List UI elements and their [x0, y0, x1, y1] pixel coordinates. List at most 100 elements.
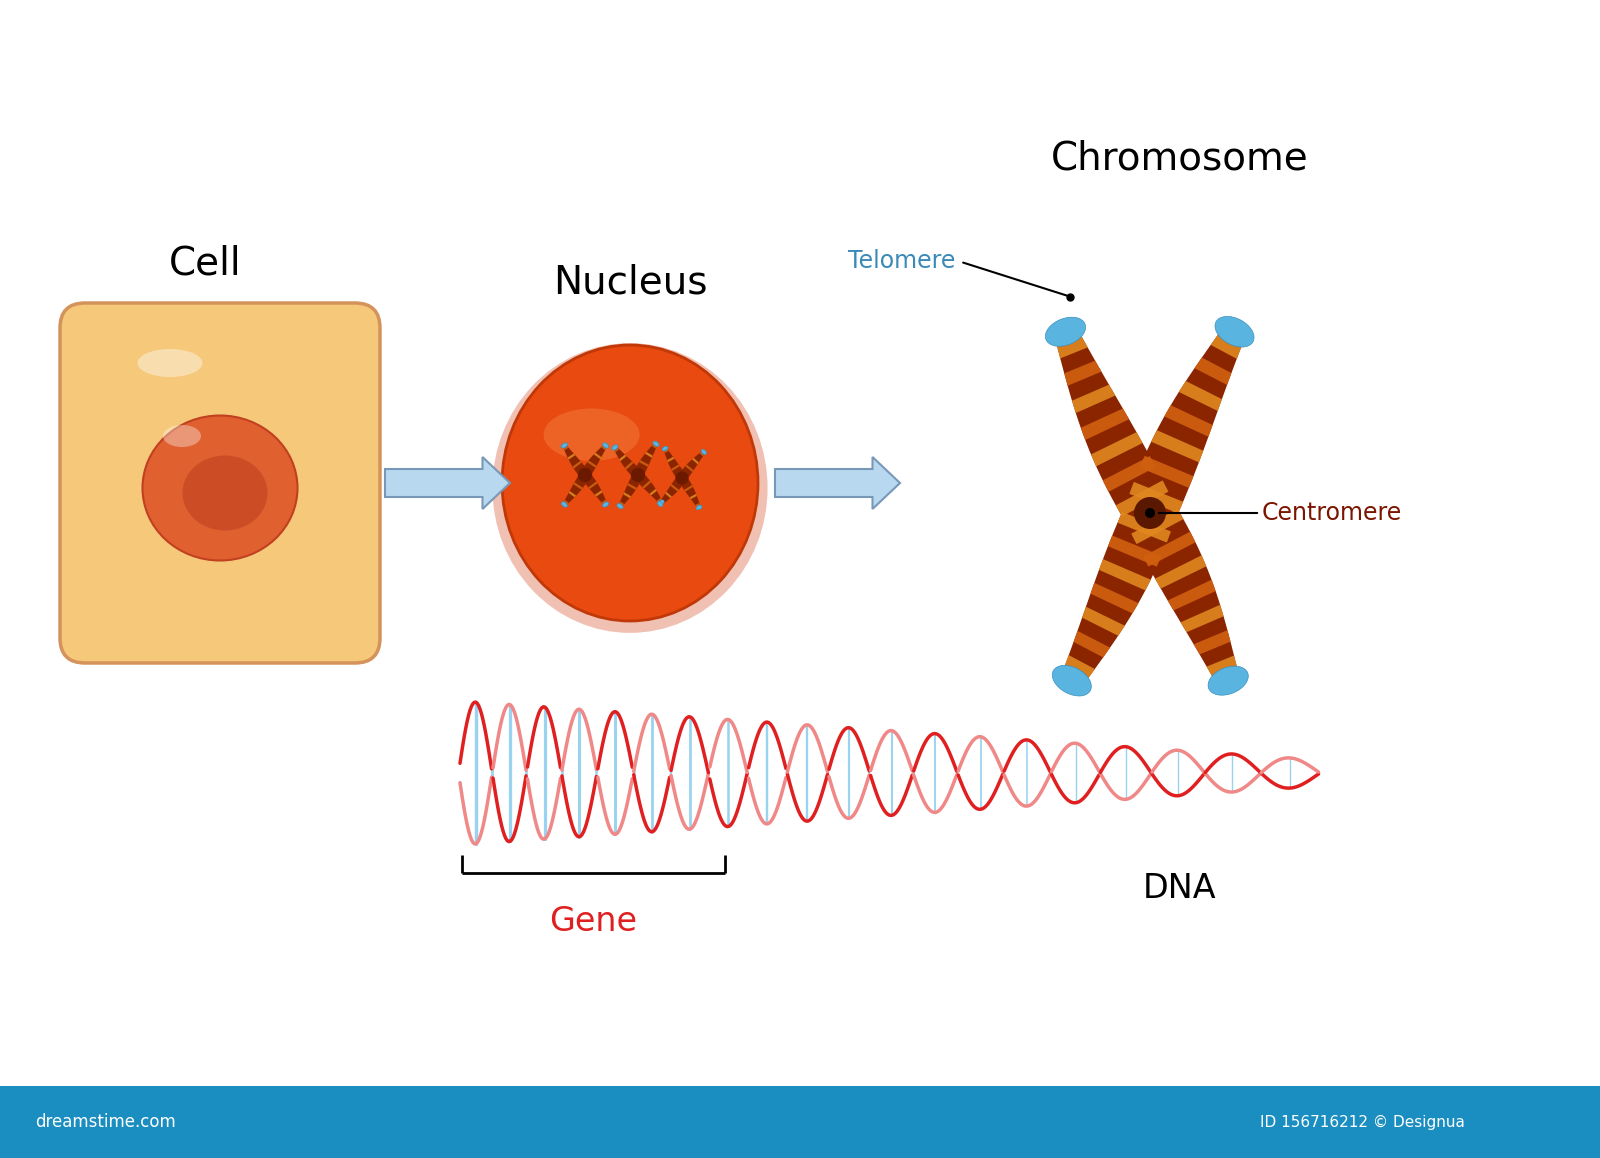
- Polygon shape: [618, 472, 643, 507]
- Ellipse shape: [1045, 317, 1085, 346]
- Polygon shape: [632, 469, 640, 477]
- Polygon shape: [573, 461, 582, 469]
- Polygon shape: [563, 500, 570, 505]
- Polygon shape: [635, 472, 645, 482]
- Polygon shape: [594, 453, 602, 459]
- Polygon shape: [595, 490, 602, 497]
- Ellipse shape: [696, 505, 702, 510]
- Text: Telomere: Telomere: [848, 249, 955, 273]
- Polygon shape: [614, 448, 619, 453]
- Polygon shape: [1126, 327, 1245, 522]
- Polygon shape: [1150, 430, 1203, 462]
- Ellipse shape: [618, 504, 622, 508]
- Ellipse shape: [653, 441, 659, 447]
- Polygon shape: [1099, 559, 1150, 591]
- Ellipse shape: [630, 468, 645, 482]
- Polygon shape: [638, 460, 648, 467]
- Ellipse shape: [611, 445, 618, 450]
- Ellipse shape: [163, 425, 202, 447]
- Polygon shape: [563, 446, 568, 450]
- Polygon shape: [624, 461, 634, 470]
- Polygon shape: [1181, 604, 1224, 632]
- Ellipse shape: [544, 409, 640, 461]
- Polygon shape: [1102, 456, 1155, 492]
- Ellipse shape: [658, 500, 664, 505]
- Ellipse shape: [658, 501, 662, 507]
- Polygon shape: [1195, 358, 1232, 384]
- Ellipse shape: [578, 468, 592, 482]
- Bar: [0, 1086, 1600, 1158]
- Polygon shape: [1131, 508, 1184, 544]
- Polygon shape: [1054, 328, 1173, 526]
- Polygon shape: [1206, 655, 1237, 677]
- Polygon shape: [613, 446, 642, 478]
- Polygon shape: [1139, 456, 1194, 488]
- Polygon shape: [678, 477, 688, 484]
- Polygon shape: [645, 452, 653, 457]
- Polygon shape: [651, 445, 658, 448]
- Ellipse shape: [1146, 508, 1155, 518]
- Polygon shape: [690, 493, 698, 499]
- Polygon shape: [634, 469, 645, 476]
- Ellipse shape: [1134, 497, 1166, 529]
- Ellipse shape: [662, 446, 667, 450]
- Polygon shape: [685, 485, 693, 492]
- Polygon shape: [1064, 360, 1101, 386]
- Polygon shape: [659, 475, 686, 505]
- Text: Chromosome: Chromosome: [1051, 139, 1309, 177]
- Polygon shape: [1117, 512, 1171, 543]
- Polygon shape: [1091, 432, 1142, 467]
- Ellipse shape: [562, 501, 568, 507]
- Polygon shape: [694, 503, 701, 507]
- Ellipse shape: [142, 416, 298, 560]
- Polygon shape: [634, 471, 662, 504]
- Polygon shape: [1115, 481, 1168, 516]
- Polygon shape: [589, 482, 597, 489]
- Polygon shape: [667, 457, 674, 462]
- Polygon shape: [634, 442, 658, 477]
- Ellipse shape: [701, 449, 707, 455]
- Polygon shape: [1091, 582, 1139, 614]
- Ellipse shape: [562, 444, 568, 448]
- Ellipse shape: [493, 343, 768, 633]
- Polygon shape: [1064, 655, 1094, 679]
- Polygon shape: [1179, 381, 1222, 411]
- Ellipse shape: [502, 345, 758, 621]
- Polygon shape: [642, 481, 651, 489]
- Polygon shape: [1074, 631, 1110, 658]
- Ellipse shape: [1214, 316, 1254, 347]
- Polygon shape: [659, 499, 664, 504]
- Polygon shape: [1080, 409, 1130, 440]
- Ellipse shape: [182, 455, 267, 530]
- Text: Gene: Gene: [549, 906, 637, 938]
- Polygon shape: [578, 474, 589, 482]
- Polygon shape: [1168, 580, 1216, 610]
- Polygon shape: [699, 452, 704, 456]
- Polygon shape: [624, 492, 630, 498]
- Polygon shape: [1165, 405, 1213, 437]
- Polygon shape: [568, 491, 576, 497]
- Polygon shape: [587, 461, 597, 468]
- Polygon shape: [666, 492, 672, 498]
- Text: Cell: Cell: [168, 244, 242, 283]
- Polygon shape: [602, 499, 606, 504]
- Polygon shape: [1072, 384, 1115, 413]
- Polygon shape: [1107, 535, 1162, 566]
- Polygon shape: [664, 449, 669, 453]
- Polygon shape: [675, 476, 685, 484]
- Polygon shape: [664, 448, 686, 481]
- Text: Nucleus: Nucleus: [552, 264, 707, 302]
- Polygon shape: [678, 476, 701, 508]
- Polygon shape: [627, 483, 637, 490]
- Polygon shape: [678, 472, 688, 479]
- Polygon shape: [619, 455, 627, 461]
- Polygon shape: [386, 457, 510, 510]
- Polygon shape: [578, 469, 587, 477]
- Polygon shape: [581, 469, 592, 476]
- Polygon shape: [581, 471, 608, 506]
- Polygon shape: [563, 472, 589, 506]
- FancyBboxPatch shape: [61, 303, 381, 664]
- Polygon shape: [1142, 532, 1195, 566]
- Polygon shape: [1061, 504, 1174, 687]
- Polygon shape: [563, 445, 589, 478]
